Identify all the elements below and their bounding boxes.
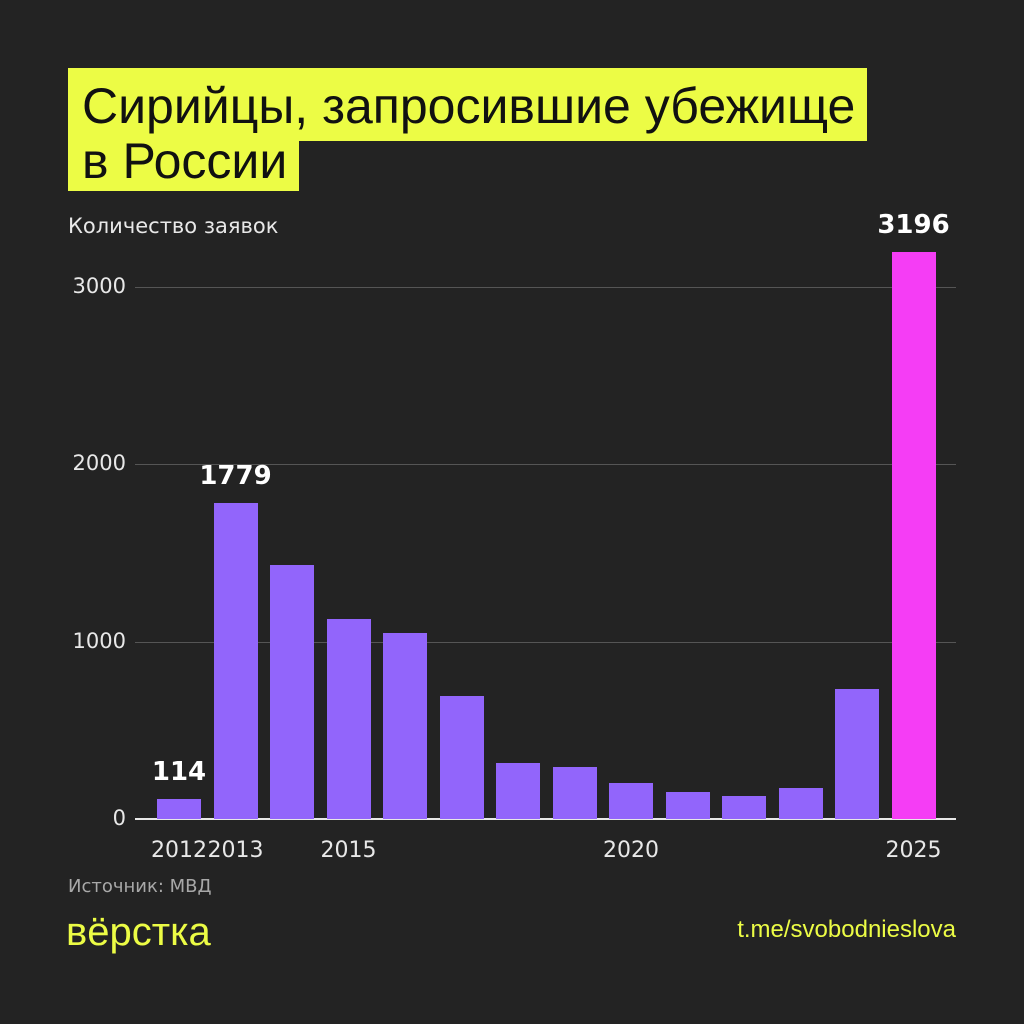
gridline	[135, 641, 956, 643]
bar-2022	[722, 795, 766, 819]
bar-2019	[552, 766, 597, 819]
value-label-2025: 3196	[877, 209, 950, 240]
source-note: Источник: МВД	[68, 876, 212, 897]
telegram-link[interactable]: t.me/svobodnieslova	[737, 916, 956, 943]
x-tick-label: 2025	[885, 838, 942, 863]
y-tick-label: 1000	[72, 628, 126, 653]
value-label-2012: 114	[151, 756, 207, 787]
bar-2015	[326, 619, 371, 819]
y-axis-label: Количество заявок	[68, 214, 279, 238]
y-tick-label: 0	[112, 806, 126, 830]
x-tick-label: 2015	[320, 838, 377, 863]
x-tick-label: 2012	[151, 838, 207, 863]
bar-2020	[609, 782, 653, 819]
bar-2018	[496, 763, 540, 819]
gridline	[135, 286, 956, 288]
brand-logo: вёрстка	[66, 910, 211, 954]
gridline	[135, 464, 956, 465]
value-label-2013: 1779	[199, 461, 272, 492]
x-axis-line	[135, 818, 956, 820]
bar-2024	[835, 689, 879, 819]
bar-2014	[270, 565, 314, 819]
title-line-1: Сирийцы, запросившие убежище	[68, 68, 868, 141]
bar-2016	[383, 632, 427, 819]
bar-2023	[778, 787, 823, 819]
x-tick-label: 2020	[603, 838, 659, 863]
bar-2017	[439, 695, 484, 819]
x-tick-label: 2013	[207, 838, 264, 863]
bar-2013	[213, 503, 258, 819]
title-line-2: в России	[68, 136, 300, 191]
y-tick-label: 2000	[72, 451, 126, 475]
bar-2012	[157, 798, 201, 819]
bar-2025	[891, 251, 936, 819]
y-tick-label: 3000	[72, 273, 126, 298]
bar-2021	[665, 792, 710, 819]
